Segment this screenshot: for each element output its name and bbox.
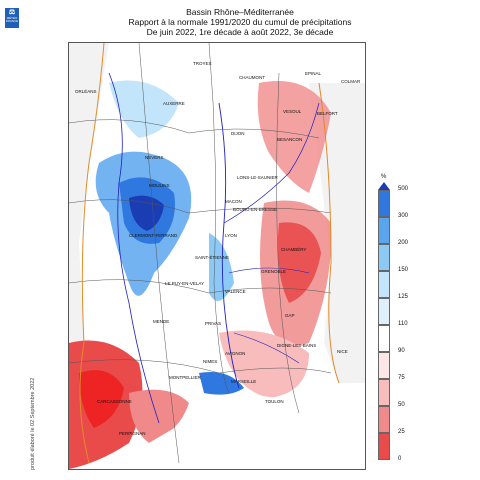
city-label: CLERMONT-FERRAND bbox=[129, 233, 178, 238]
city-label: BELFORT bbox=[317, 111, 338, 116]
legend-tick: 500 bbox=[398, 186, 409, 192]
legend-tick: 25 bbox=[398, 429, 405, 435]
city-label: PERPIGNAN bbox=[119, 431, 146, 436]
legend-unit: % bbox=[381, 174, 387, 180]
legend-tick: 75 bbox=[398, 375, 405, 381]
legend-tick: 300 bbox=[398, 213, 409, 219]
legend-tick: 0 bbox=[398, 456, 402, 462]
city-label: MONTPELLIER bbox=[169, 375, 201, 380]
legend-swatch bbox=[378, 244, 390, 271]
map-title: Bassin Rhône–Méditerranée bbox=[186, 7, 294, 17]
city-label: COLMAR bbox=[341, 79, 361, 84]
city-label: EPINAL bbox=[305, 71, 322, 76]
legend-tick: 90 bbox=[398, 348, 405, 354]
city-label: BOURG-EN-BRESSE bbox=[233, 207, 278, 212]
map-canvas bbox=[69, 43, 365, 469]
city-label: AUXERRE bbox=[163, 101, 185, 106]
legend-swatch bbox=[378, 190, 390, 217]
city-label: CARCASSONNE bbox=[97, 399, 132, 404]
city-label: MACON bbox=[225, 199, 242, 204]
legend-swatch bbox=[378, 271, 390, 298]
city-label: ORLÉANS bbox=[75, 89, 97, 94]
city-label: PRIVAS bbox=[205, 321, 222, 326]
legend-swatch bbox=[378, 352, 390, 379]
legend-tick: 110 bbox=[398, 321, 408, 327]
production-credit: produit élaboré le 02 Septembre 2022 bbox=[30, 377, 36, 470]
city-label: TROYES bbox=[193, 61, 212, 66]
city-label: MENDE bbox=[153, 319, 170, 324]
city-label: NICE bbox=[337, 349, 348, 354]
city-label: MOULINS bbox=[149, 183, 170, 188]
city-label: VESOUL bbox=[283, 109, 302, 114]
legend-tick: 200 bbox=[398, 240, 409, 246]
legend-tick: 150 bbox=[398, 267, 409, 273]
city-label: CHAUMONT bbox=[239, 75, 265, 80]
city-label: NIMES bbox=[203, 359, 218, 364]
city-label: LONS-LE-SAUNIER bbox=[237, 175, 278, 180]
precipitation-map: TROYES CHAUMONT EPINAL COLMAR ORLÉANS AU… bbox=[68, 42, 366, 470]
legend-swatch bbox=[378, 433, 390, 460]
city-label: VALENCE bbox=[225, 289, 246, 294]
city-label: LE PUY-EN-VELAY bbox=[165, 281, 205, 286]
city-label: DIJON bbox=[231, 131, 245, 136]
city-label: DIGNE-LES-BAINS bbox=[277, 343, 317, 348]
legend-swatch bbox=[378, 406, 390, 433]
legend-tick: 125 bbox=[398, 294, 409, 300]
city-label: SAINT-ÉTIENNE bbox=[195, 255, 230, 260]
meteo-france-logo: ⚖ MÉTÉO FRANCE bbox=[5, 8, 19, 28]
city-label: CHAMBÉRY bbox=[281, 247, 307, 252]
city-label: TOULON bbox=[265, 399, 284, 404]
logo-text-1: MÉTÉO bbox=[6, 16, 18, 20]
legend-swatch bbox=[378, 379, 390, 406]
legend-tick: 50 bbox=[398, 402, 405, 408]
logo-mark: ⚖ bbox=[8, 9, 16, 16]
legend-swatch bbox=[378, 298, 390, 325]
city-label: MARSEILLE bbox=[231, 379, 257, 384]
city-label: NEVERS bbox=[145, 155, 164, 160]
legend-swatch bbox=[378, 325, 390, 352]
city-label: GAP bbox=[285, 313, 295, 318]
logo-text-2: FRANCE bbox=[5, 19, 19, 23]
map-period: De juin 2022, 1re décade à août 2022, 3e… bbox=[146, 27, 334, 37]
city-label: LYON bbox=[225, 233, 237, 238]
legend-arrow bbox=[378, 182, 390, 190]
city-label: GRENOBLE bbox=[261, 269, 287, 274]
color-legend bbox=[378, 182, 390, 460]
city-label: AVIGNON bbox=[225, 351, 246, 356]
city-label: BESANCON bbox=[277, 137, 303, 142]
map-subtitle: Rapport à la normale 1991/2020 du cumul … bbox=[128, 17, 352, 27]
legend-swatch bbox=[378, 217, 390, 244]
